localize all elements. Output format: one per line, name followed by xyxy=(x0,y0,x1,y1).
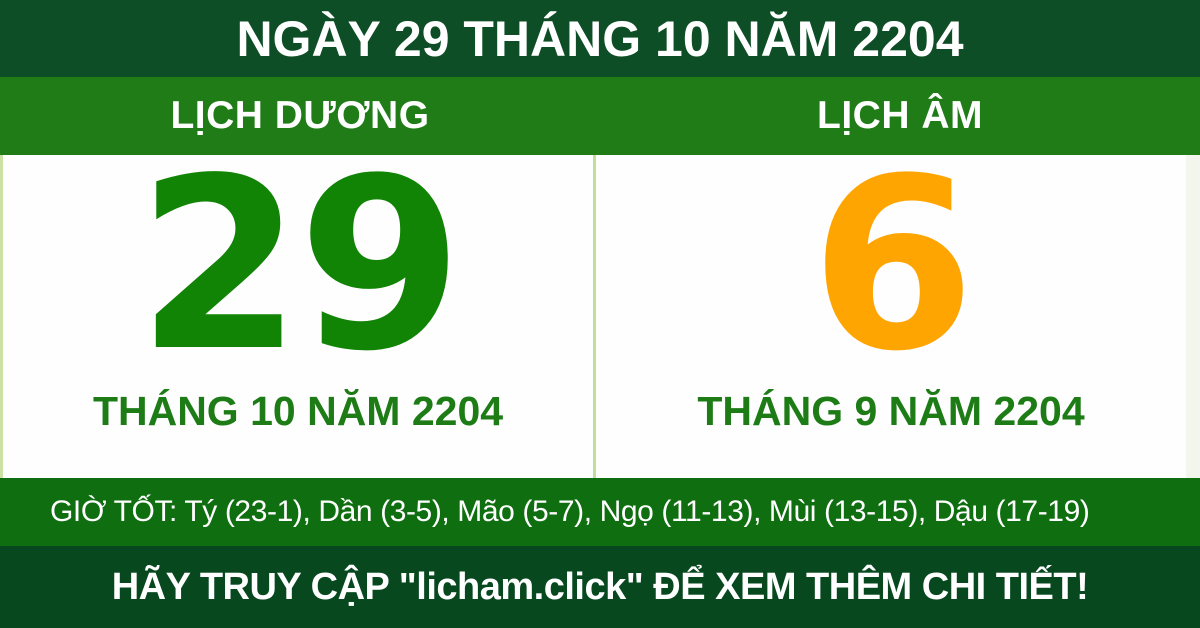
footer-cta-text: HÃY TRUY CẬP "licham.click" ĐỂ XEM THÊM … xyxy=(111,565,1089,608)
solar-month-year-label: THÁNG 10 NĂM 2204 xyxy=(92,388,504,435)
lunar-day-number: 6 xyxy=(810,127,976,403)
lunar-day-column: 6 THÁNG 9 NĂM 2204 xyxy=(596,127,1186,478)
lunar-calendar-label: LỊCH ÂM xyxy=(817,94,983,137)
date-header-band: NGÀY 29 THÁNG 10 NĂM 2204 xyxy=(0,0,1200,77)
column-divider xyxy=(593,155,596,478)
solar-day-column: 29 THÁNG 10 NĂM 2204 xyxy=(3,127,593,478)
full-date-title: NGÀY 29 THÁNG 10 NĂM 2204 xyxy=(236,10,964,67)
lunar-month-year-label: THÁNG 9 NĂM 2204 xyxy=(697,388,1085,435)
footer-cta-band: HÃY TRUY CẬP "licham.click" ĐỂ XEM THÊM … xyxy=(0,546,1200,628)
solar-day-number: 29 xyxy=(137,127,463,403)
good-hours-text: GIỜ TỐT: Tý (23-1), Dần (3-5), Mão (5-7)… xyxy=(50,495,1090,528)
calendar-panel: 29 THÁNG 10 NĂM 2204 6 THÁNG 9 NĂM 2204 xyxy=(0,127,1200,478)
calendar-type-band: LỊCH DƯƠNG LỊCH ÂM xyxy=(0,77,1200,155)
good-hours-band: GIỜ TỐT: Tý (23-1), Dần (3-5), Mão (5-7)… xyxy=(0,478,1200,546)
solar-calendar-label: LỊCH DƯƠNG xyxy=(170,94,430,137)
